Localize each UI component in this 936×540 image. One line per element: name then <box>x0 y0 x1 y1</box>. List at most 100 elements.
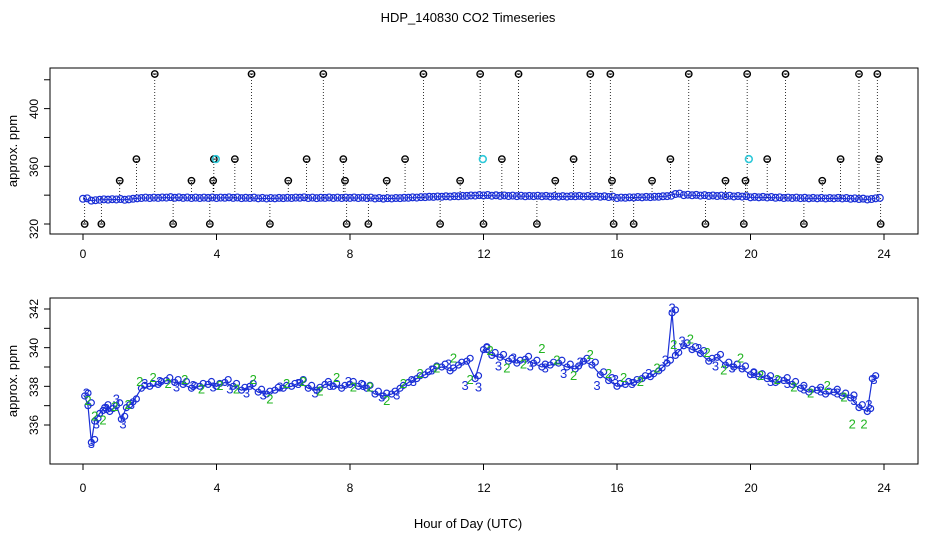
baseline-point <box>587 192 596 201</box>
baseline-point <box>483 191 492 200</box>
digit-3-label: 3 <box>378 389 385 404</box>
flagged-point <box>684 70 693 78</box>
trace-point <box>583 354 591 362</box>
bottom-x-tick-label: 8 <box>347 481 354 495</box>
flagged-point <box>855 70 863 78</box>
digit-2-label: 2 <box>553 353 560 368</box>
top-y-tick-label: 360 <box>27 157 41 177</box>
digit-2-label: 2 <box>136 374 143 389</box>
trace-point <box>166 374 174 382</box>
digit-3-label: 3 <box>750 366 757 381</box>
baseline-point <box>270 194 279 203</box>
digit-3-label: 3 <box>767 374 774 389</box>
trace-point <box>533 356 541 364</box>
trace-point <box>775 375 783 384</box>
trace-point <box>366 381 374 389</box>
flagged-point <box>401 155 409 163</box>
flagged-point <box>741 176 750 185</box>
trace-point <box>483 343 491 351</box>
baseline-point <box>275 193 284 202</box>
baseline-point <box>842 194 851 203</box>
baseline-point <box>208 193 217 202</box>
baseline-point <box>383 194 392 203</box>
trace-point <box>241 383 249 391</box>
trace-point <box>116 399 124 407</box>
trace-point <box>266 387 274 395</box>
baseline-point <box>245 194 254 203</box>
baseline-point <box>191 193 200 202</box>
digit-2-label: 2 <box>807 386 814 401</box>
baseline-point <box>725 191 734 200</box>
baseline-point <box>633 193 642 202</box>
flagged-point <box>763 155 772 163</box>
baseline-point <box>396 194 405 203</box>
bottom-x-tick-label: 20 <box>744 481 758 495</box>
baseline-point <box>404 193 413 202</box>
flagged-point <box>364 220 373 228</box>
baseline-point <box>412 193 421 202</box>
baseline-point <box>154 193 163 202</box>
baseline-point <box>78 194 87 203</box>
baseline-point <box>863 195 872 204</box>
digit-2-label: 2 <box>720 362 727 377</box>
baseline-point <box>809 193 818 202</box>
baseline-point <box>871 194 880 203</box>
top-x-tick-label: 12 <box>477 247 491 261</box>
trace-point <box>725 358 733 366</box>
digit-3-label: 3 <box>483 341 490 356</box>
baseline-point <box>479 191 488 200</box>
flagged-point <box>721 176 730 185</box>
digit-2-label: 2 <box>416 366 423 381</box>
baseline-point <box>562 192 571 201</box>
trace-point <box>207 377 216 386</box>
baseline-point <box>87 196 96 205</box>
baseline-point <box>237 194 246 203</box>
trace-point <box>566 360 574 368</box>
bottom-panel-y-axis-label: approx. ppm <box>5 345 20 417</box>
trace-point <box>867 404 875 413</box>
baseline-point <box>308 193 317 202</box>
baseline-point <box>625 193 634 202</box>
digit-2-label: 2 <box>333 370 340 385</box>
baseline-point <box>320 193 329 202</box>
baseline-point <box>99 195 108 204</box>
digit-3-label: 3 <box>260 387 267 402</box>
digit-3-label: 3 <box>865 397 872 412</box>
flagged-point <box>629 220 638 228</box>
digit-3-label: 3 <box>870 372 877 387</box>
trace-point <box>549 358 558 366</box>
baseline-point <box>692 190 701 199</box>
baseline-point <box>708 191 717 200</box>
baseline-point <box>537 192 546 201</box>
digit-3-label: 3 <box>645 366 652 381</box>
bottom-y-tick-label: 342 <box>27 299 41 319</box>
trace-point <box>783 374 791 382</box>
flagged-point <box>818 176 827 185</box>
digit-3-label: 3 <box>93 416 100 431</box>
x-axis-label: Hour of Day (UTC) <box>414 516 522 531</box>
baseline-point <box>162 193 171 202</box>
trace-point <box>282 381 291 389</box>
digit-3-label: 3 <box>628 376 635 391</box>
baseline-point <box>579 192 588 201</box>
baseline-point <box>83 194 92 203</box>
digit-2-label: 2 <box>824 378 831 393</box>
digit-2-label: 2 <box>266 391 273 406</box>
digit-3-label: 3 <box>83 386 90 401</box>
digit-3-label: 3 <box>729 360 736 375</box>
digit-3-label: 3 <box>510 351 517 366</box>
digit-2-label: 2 <box>283 376 290 391</box>
baseline-point <box>508 191 517 200</box>
digit-3-label: 3 <box>712 358 719 373</box>
flagged-point <box>569 155 578 163</box>
trace-point <box>84 389 92 397</box>
baseline-point <box>696 191 705 200</box>
baseline-point <box>266 194 275 203</box>
digit-3-label: 3 <box>577 355 584 370</box>
flagged-point <box>479 220 488 228</box>
baseline-point <box>500 191 509 200</box>
trace-point <box>508 354 516 362</box>
trace-point <box>716 350 725 359</box>
baseline-point <box>437 192 446 201</box>
digit-3-label: 3 <box>276 380 283 395</box>
